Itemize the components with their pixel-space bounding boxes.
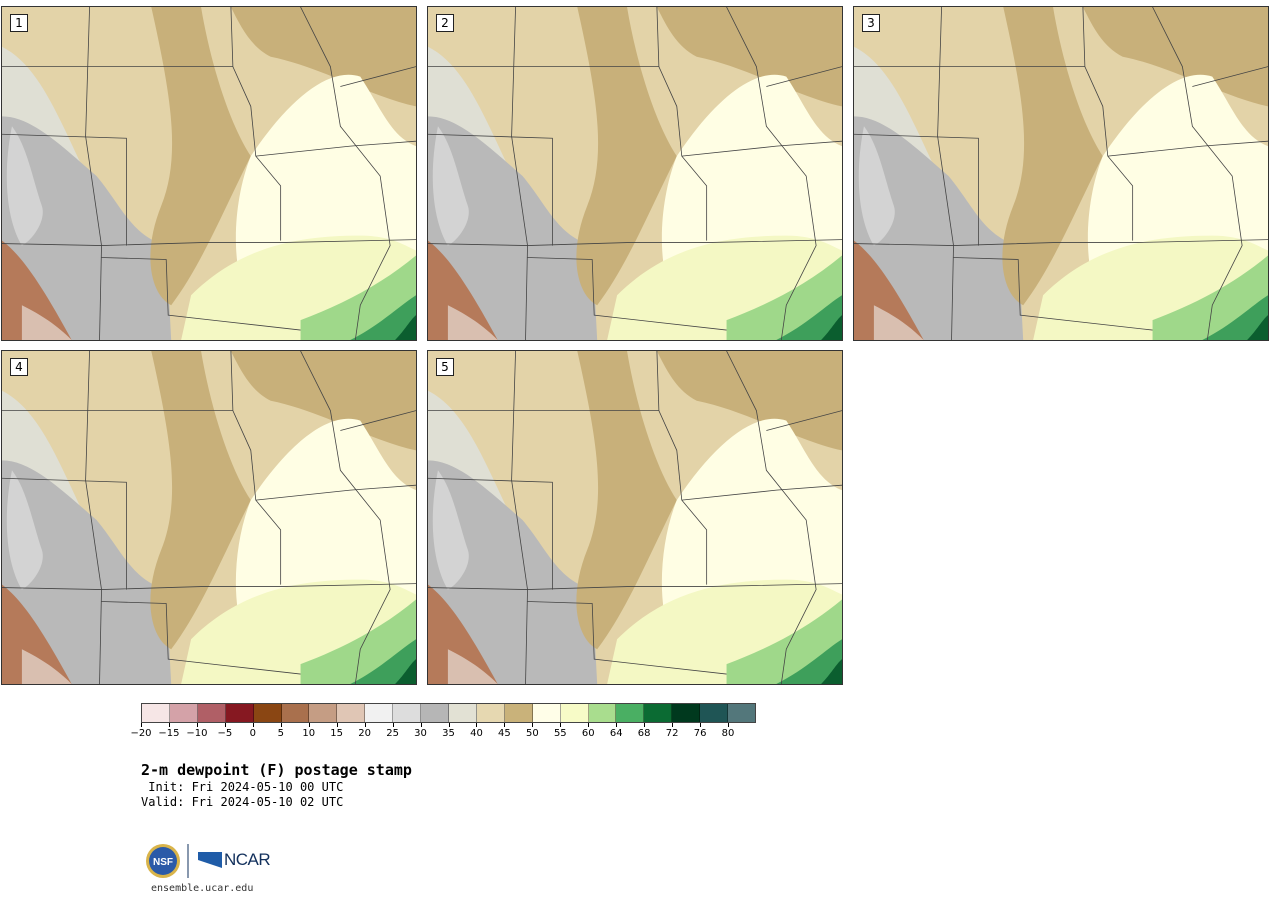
colorbar-tick-label: −20 bbox=[130, 728, 152, 739]
colorbar-tick bbox=[420, 723, 422, 727]
member-label: 3 bbox=[862, 14, 880, 32]
colorbar-swatch bbox=[504, 704, 533, 722]
colorbar-tick-label: −15 bbox=[158, 728, 180, 739]
colorbar-tick-label: 80 bbox=[721, 728, 735, 739]
colorbar-swatch bbox=[197, 704, 226, 722]
colorbar-swatch bbox=[728, 704, 755, 722]
colorbar-tick-label: 50 bbox=[525, 728, 539, 739]
colorbar-swatch bbox=[644, 704, 673, 722]
colorbar-swatch bbox=[616, 704, 645, 722]
member-label: 1 bbox=[10, 14, 28, 32]
colorbar-tick bbox=[308, 723, 310, 727]
plot-title: 2-m dewpoint (F) postage stamp bbox=[141, 761, 412, 779]
colorbar-tick bbox=[224, 723, 226, 727]
colorbar-tick-label: 35 bbox=[442, 728, 455, 739]
colorbar-tick bbox=[141, 723, 142, 727]
dewpoint-map bbox=[428, 351, 842, 684]
colorbar-swatch bbox=[421, 704, 449, 722]
colorbar-tick bbox=[700, 723, 702, 727]
colorbar-tick-label: 10 bbox=[302, 728, 316, 739]
colorbar-tick bbox=[644, 723, 646, 727]
colorbar-swatch bbox=[532, 704, 561, 722]
colorbar-swatch bbox=[560, 704, 589, 722]
colorbar-tick bbox=[168, 723, 170, 727]
colorbar-tick-label: 55 bbox=[553, 728, 567, 739]
colorbar-swatch bbox=[448, 704, 477, 722]
colorbar-tick bbox=[448, 723, 450, 727]
colorbar-tick-label: 0 bbox=[249, 728, 256, 739]
member-label: 2 bbox=[436, 14, 454, 32]
colorbar-swatch bbox=[672, 704, 701, 722]
colorbar-tick-label: 25 bbox=[386, 728, 399, 739]
colorbar-swatch bbox=[393, 704, 422, 722]
colorbar-swatch bbox=[365, 704, 394, 722]
colorbar-tick-label: 5 bbox=[277, 728, 284, 739]
member-label: 4 bbox=[10, 358, 28, 376]
colorbar-tick bbox=[476, 723, 478, 727]
nsf-ncar-logo: NSF bbox=[146, 844, 222, 878]
colorbar-swatch bbox=[700, 704, 729, 722]
colorbar-swatch bbox=[225, 704, 254, 722]
colorbar-swatch bbox=[588, 704, 617, 722]
colorbar-tick-label: 76 bbox=[693, 728, 707, 739]
member-label: 5 bbox=[436, 358, 454, 376]
init-time: Init: Fri 2024-05-10 00 UTC bbox=[141, 780, 344, 794]
colorbar-swatch bbox=[309, 704, 338, 722]
ncar-wordmark: NCAR bbox=[224, 850, 271, 869]
colorbar-tick bbox=[364, 723, 366, 727]
colorbar-tick bbox=[504, 723, 506, 727]
dewpoint-map bbox=[854, 7, 1268, 340]
colorbar-tick-label: 30 bbox=[414, 728, 427, 739]
colorbar-tick bbox=[560, 723, 562, 727]
colorbar-swatch bbox=[142, 704, 170, 722]
colorbar-tick bbox=[616, 723, 618, 727]
colorbar-tick-label: 45 bbox=[498, 728, 511, 739]
colorbar-swatch bbox=[169, 704, 198, 722]
colorbar-tick-label: 60 bbox=[581, 728, 595, 739]
dewpoint-map bbox=[2, 351, 416, 684]
colorbar-tick-label: 20 bbox=[358, 728, 371, 739]
colorbar-tick-label: −10 bbox=[186, 728, 208, 739]
colorbar-tick bbox=[280, 723, 282, 727]
colorbar-tick bbox=[532, 723, 534, 727]
ensemble-member-panel-5: 5 bbox=[427, 350, 843, 685]
colorbar-tick-label: 15 bbox=[330, 728, 344, 739]
colorbar-tick bbox=[588, 723, 590, 727]
colorbar-swatch bbox=[476, 704, 505, 722]
colorbar-tick bbox=[672, 723, 674, 727]
site-url[interactable]: ensemble.ucar.edu bbox=[151, 883, 254, 894]
dewpoint-colorbar bbox=[141, 703, 756, 723]
ensemble-member-panel-2: 2 bbox=[427, 6, 843, 341]
dewpoint-map bbox=[428, 7, 842, 340]
colorbar-tick bbox=[728, 723, 730, 727]
svg-text:NSF: NSF bbox=[153, 857, 173, 868]
colorbar-tick bbox=[336, 723, 338, 727]
ensemble-member-panel-1: 1 bbox=[1, 6, 417, 341]
colorbar-tick bbox=[392, 723, 394, 727]
colorbar-tick-label: 64 bbox=[609, 728, 623, 739]
colorbar-tick-label: 68 bbox=[637, 728, 651, 739]
ensemble-member-panel-4: 4 bbox=[1, 350, 417, 685]
valid-time: Valid: Fri 2024-05-10 02 UTC bbox=[141, 795, 344, 809]
colorbar-tick-label: 72 bbox=[665, 728, 679, 739]
dewpoint-map bbox=[2, 7, 416, 340]
ensemble-member-panel-3: 3 bbox=[853, 6, 1269, 341]
colorbar-tick bbox=[196, 723, 198, 727]
colorbar-tick-label: 40 bbox=[470, 728, 483, 739]
colorbar-swatch bbox=[281, 704, 310, 722]
colorbar-tick bbox=[252, 723, 254, 727]
colorbar-swatch bbox=[337, 704, 366, 722]
colorbar-tick-label: −5 bbox=[217, 728, 233, 739]
colorbar-swatch bbox=[253, 704, 282, 722]
